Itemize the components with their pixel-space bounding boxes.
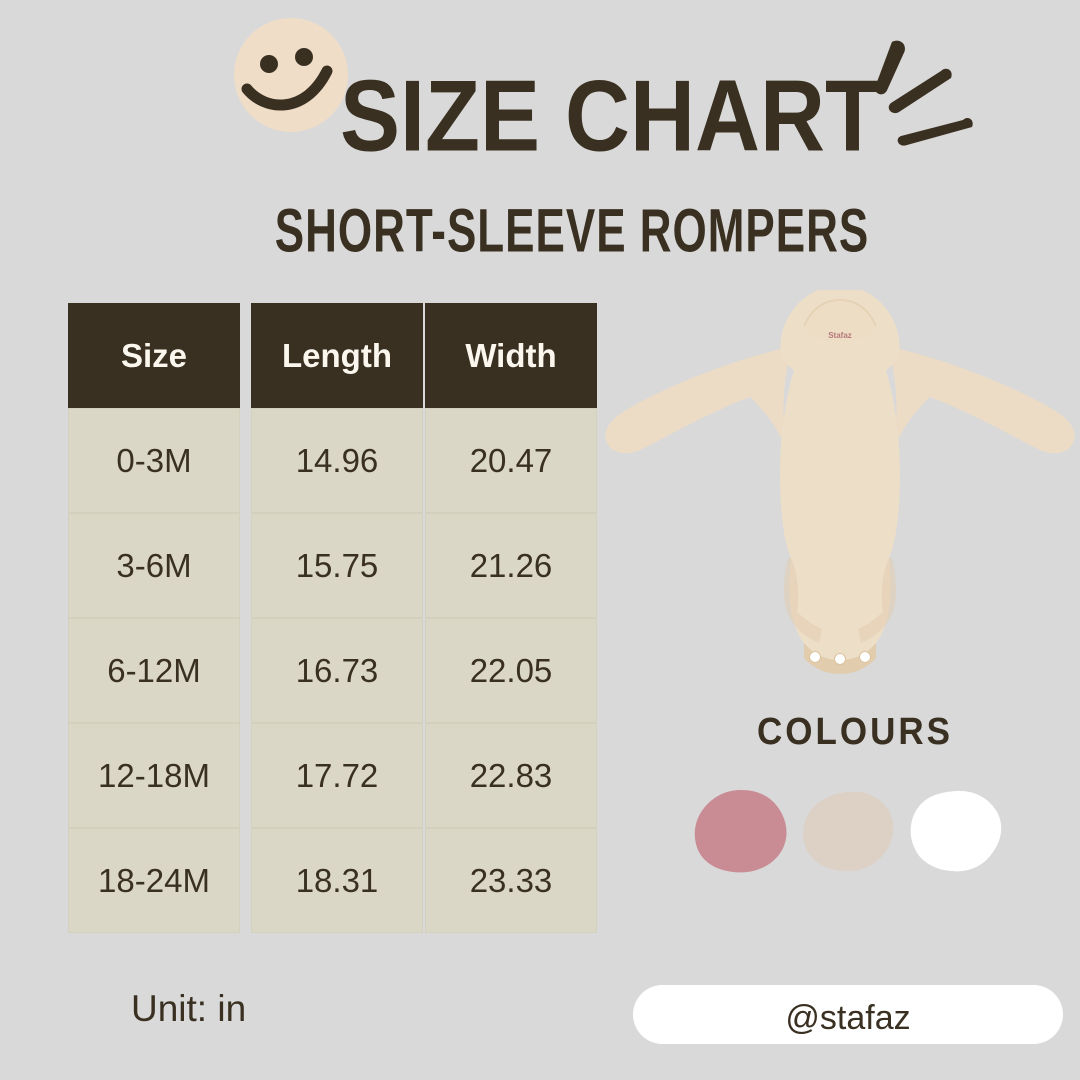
svg-text:Stafaz: Stafaz — [828, 331, 852, 340]
